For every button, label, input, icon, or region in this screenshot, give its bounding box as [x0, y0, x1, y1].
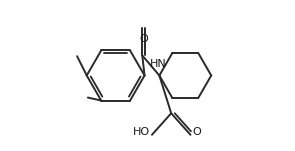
Text: O: O [140, 34, 148, 44]
Text: HO: HO [133, 127, 150, 137]
Text: HN: HN [150, 59, 167, 69]
Text: O: O [193, 127, 201, 137]
